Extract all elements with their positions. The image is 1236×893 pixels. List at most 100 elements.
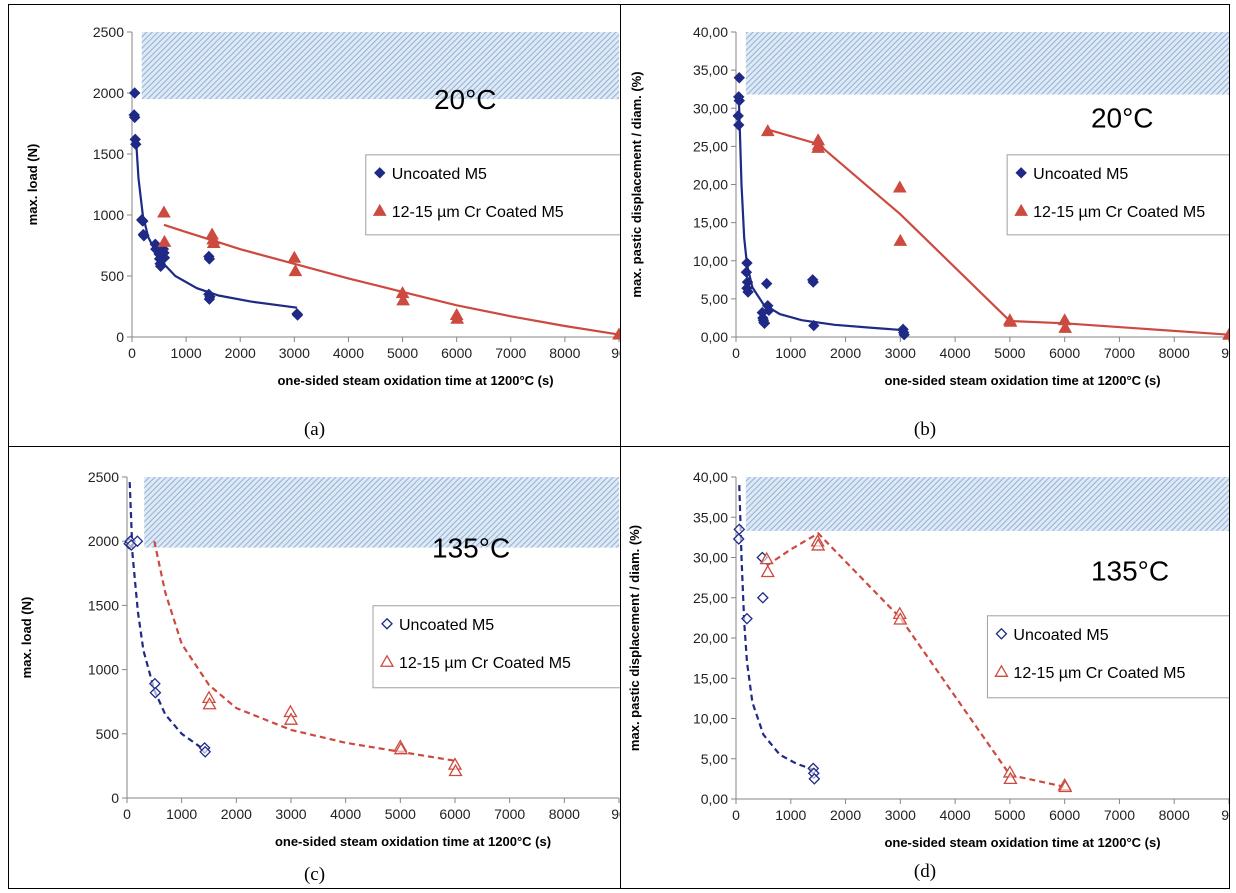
data-point-series-2 <box>811 538 826 551</box>
y-tick-label: 35,00 <box>693 509 728 525</box>
y-tick-label: 1500 <box>88 597 119 613</box>
fit-line-series-1 <box>134 135 298 309</box>
data-point-series-2 <box>1222 327 1229 340</box>
limit-hatch-region <box>745 32 1229 95</box>
data-point-series-1 <box>808 772 821 785</box>
legend-box <box>986 615 1229 699</box>
data-point-series-2 <box>157 234 172 247</box>
legend-box <box>365 154 620 236</box>
y-tick-label: 1000 <box>93 207 124 223</box>
x-tick-label: 6000 <box>1049 345 1080 361</box>
chart-c: 0 500 1000 1500 2000 2500 0 1000 2000 3000 4000 500… <box>19 469 620 849</box>
x-tick-label: 6000 <box>1049 807 1080 823</box>
data-point-series-1 <box>199 745 212 758</box>
x-tick-label: 5000 <box>994 345 1025 361</box>
caption-d: (d) <box>913 861 937 882</box>
y-axis-title: max. load (N) <box>19 597 34 679</box>
data-point-series-2 <box>1003 314 1018 327</box>
data-point-series-1 <box>203 253 216 265</box>
x-tick-label: 4000 <box>940 807 971 823</box>
legend-box <box>372 605 620 689</box>
x-tick-label: 7000 <box>494 806 525 822</box>
chart-a: 0 500 1000 1500 2000 2500 0 1000 2000 3000 4000 500… <box>25 24 620 388</box>
data-point-series-1 <box>741 257 753 269</box>
data-point-series-1 <box>763 304 775 317</box>
x-tick-label: 0 <box>128 345 136 361</box>
y-tick-label: 0,00 <box>701 329 728 345</box>
data-point-series-2 <box>206 236 221 249</box>
legend-label-series-2: 12-15 µm Cr Coated M5 <box>392 204 564 221</box>
legend-label-series-1: Uncoated M5 <box>399 617 494 634</box>
fit-line-series-1 <box>738 485 815 772</box>
data-point-series-2 <box>811 140 826 153</box>
data-point-series-2 <box>283 712 299 725</box>
x-tick-label: 8000 <box>549 806 580 822</box>
data-point-series-1 <box>741 612 753 625</box>
y-axis-title: max. pastic displacement / diam. (%) <box>629 71 644 297</box>
x-tick-label: 1000 <box>166 806 197 822</box>
x-tick-label: 90 <box>1221 345 1229 361</box>
x-tick-label: 4000 <box>333 345 364 361</box>
y-tick-label: 25,00 <box>693 590 728 606</box>
y-tick-label: 40,00 <box>693 469 728 485</box>
data-point-series-1 <box>138 230 150 242</box>
x-tick-label: 0 <box>732 345 740 361</box>
data-point-series-1 <box>128 111 141 124</box>
temperature-label: 135°C <box>1091 555 1169 586</box>
data-point-series-1 <box>128 87 141 99</box>
x-axis-title: one-sided steam oxidation time at 1200°C… <box>884 373 1160 388</box>
data-point-series-1 <box>742 286 754 298</box>
y-tick-label: 1500 <box>93 146 124 162</box>
y-tick-label: 2500 <box>93 24 124 40</box>
y-tick-label: 0 <box>116 329 124 345</box>
data-point-series-2 <box>893 612 908 625</box>
data-point-series-1 <box>291 309 304 321</box>
data-point-series-1 <box>158 251 171 264</box>
x-tick-label: 2000 <box>225 345 256 361</box>
y-tick-label: 2500 <box>88 469 119 485</box>
panel-c: 0 500 1000 1500 2000 2500 0 1000 2000 3000 4000 500… <box>8 446 621 889</box>
y-tick-label: 35,00 <box>693 62 728 78</box>
temperature-label: 135°C <box>432 533 510 564</box>
x-tick-label: 2000 <box>221 806 252 822</box>
x-tick-label: 0 <box>732 807 740 823</box>
data-point-series-1 <box>898 329 910 341</box>
data-point-series-1 <box>756 591 769 604</box>
x-tick-label: 5000 <box>385 806 416 822</box>
legend-marker-series-2 <box>379 654 395 667</box>
fit-line-series-2 <box>766 532 1065 788</box>
y-tick-label: 2000 <box>88 533 119 549</box>
y-tick-label: 30,00 <box>693 100 728 116</box>
legend-box <box>1006 154 1229 236</box>
data-point-series-2 <box>157 205 171 218</box>
x-tick-label: 1000 <box>775 807 806 823</box>
data-point-series-1 <box>148 677 161 690</box>
data-point-series-1 <box>154 260 167 272</box>
y-axis-title: max. load (N) <box>25 144 40 226</box>
legend-label-series-2: 12-15 µm Cr Coated M5 <box>399 655 571 672</box>
y-tick-label: 0,00 <box>701 791 728 807</box>
x-tick-label: 0 <box>123 806 131 822</box>
y-tick-label: 30,00 <box>693 550 728 566</box>
x-tick-label: 6000 <box>439 806 470 822</box>
x-tick-label: 3000 <box>279 345 310 361</box>
data-point-series-2 <box>1003 771 1018 785</box>
y-tick-label: 10,00 <box>693 253 728 269</box>
data-point-series-2 <box>612 327 620 340</box>
data-point-series-2 <box>893 233 908 246</box>
panel-a: 0 500 1000 1500 2000 2500 0 1000 2000 3000 4000 500… <box>8 4 621 447</box>
limit-hatch-region <box>141 32 620 100</box>
y-tick-label: 2000 <box>93 85 124 101</box>
x-tick-label: 6000 <box>441 345 472 361</box>
x-tick-label: 5000 <box>994 807 1025 823</box>
data-point-series-1 <box>760 277 773 290</box>
legend-marker-series-2 <box>372 203 387 216</box>
y-tick-label: 40,00 <box>693 24 728 40</box>
legend-label-series-1: Uncoated M5 <box>1033 166 1128 183</box>
x-tick-label: 7000 <box>495 345 526 361</box>
data-point-series-1 <box>733 94 745 107</box>
data-point-series-2 <box>450 311 465 324</box>
y-tick-label: 20,00 <box>693 177 728 193</box>
fit-line-series-2 <box>153 540 456 762</box>
y-tick-label: 5,00 <box>701 291 728 307</box>
